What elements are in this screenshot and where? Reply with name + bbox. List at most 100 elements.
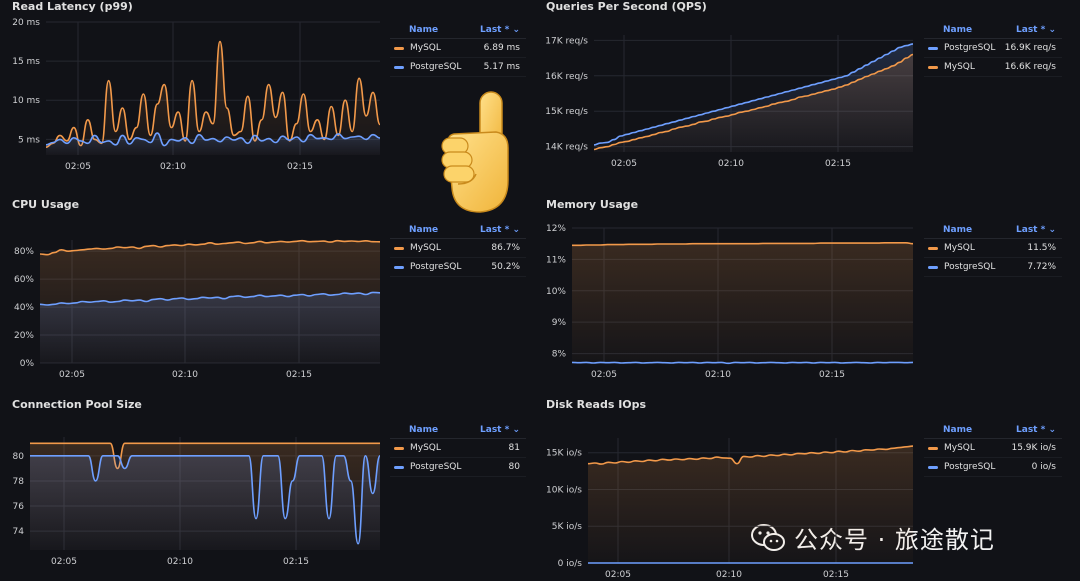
y-tick-label: 78 bbox=[13, 477, 25, 487]
y-tick-label: 10K io/s bbox=[546, 485, 582, 495]
x-tick-label: 02:10 bbox=[172, 370, 198, 380]
legend-row-mysql[interactable]: MySQL 16.6K req/s bbox=[924, 58, 1062, 77]
legend-header[interactable]: Name Last * ⌄ bbox=[924, 222, 1062, 239]
panel-title: Disk Reads IOps bbox=[546, 398, 647, 411]
legend-row-mysql[interactable]: MySQL 6.89 ms bbox=[390, 39, 526, 58]
legend-series-name: MySQL bbox=[410, 43, 441, 53]
x-tick-label: 02:10 bbox=[705, 370, 731, 380]
legend-header[interactable]: Name Last * ⌄ bbox=[924, 22, 1062, 39]
x-tick-label: 02:15 bbox=[287, 162, 313, 172]
x-tick-label: 02:10 bbox=[167, 557, 193, 567]
legend-series-name: MySQL bbox=[944, 62, 975, 72]
legend: Name Last * ⌄ MySQL 11.5% PostgreSQL 7.72% bbox=[924, 222, 1062, 277]
legend-swatch bbox=[394, 446, 404, 450]
x-tick-label: 02:15 bbox=[825, 159, 851, 169]
legend-header-last[interactable]: Last * ⌄ bbox=[1016, 225, 1056, 235]
series-line-mysql bbox=[30, 442, 380, 470]
legend-header-last[interactable]: Last * ⌄ bbox=[480, 425, 520, 435]
legend-last-value: 0 io/s bbox=[1031, 462, 1056, 472]
y-tick-label: 15K io/s bbox=[546, 449, 582, 459]
x-tick-label: 02:05 bbox=[65, 162, 91, 172]
legend-header[interactable]: Name Last * ⌄ bbox=[390, 22, 526, 39]
y-tick-label: 15K req/s bbox=[545, 107, 588, 117]
y-tick-label: 5K io/s bbox=[552, 522, 583, 532]
x-tick-label: 02:10 bbox=[718, 159, 744, 169]
y-tick-label: 80% bbox=[14, 247, 34, 257]
legend-row-mysql[interactable]: MySQL 81 bbox=[390, 439, 526, 458]
legend-last-value: 7.72% bbox=[1027, 262, 1056, 272]
legend-header-name[interactable]: Name bbox=[943, 225, 973, 235]
x-tick-label: 02:15 bbox=[283, 557, 309, 567]
legend-header-name[interactable]: Name bbox=[943, 25, 973, 35]
y-tick-label: 12% bbox=[546, 224, 566, 234]
y-tick-label: 0% bbox=[20, 359, 35, 369]
series-area-mysql bbox=[572, 242, 913, 363]
legend-header-last[interactable]: Last * ⌄ bbox=[480, 225, 520, 235]
series-line-mysql bbox=[587, 445, 914, 465]
y-tick-label: 8% bbox=[552, 350, 567, 360]
legend-header-name[interactable]: Name bbox=[943, 425, 973, 435]
legend-row-postgresql[interactable]: PostgreSQL 80 bbox=[390, 458, 526, 477]
legend-last-value: 86.7% bbox=[491, 243, 520, 253]
y-tick-label: 76 bbox=[13, 502, 25, 512]
legend-swatch bbox=[928, 46, 938, 50]
series-area-postgresql bbox=[46, 133, 380, 155]
series-line-postgresql bbox=[593, 43, 914, 146]
legend-header[interactable]: Name Last * ⌄ bbox=[390, 222, 526, 239]
legend-series-name: PostgreSQL bbox=[410, 62, 462, 72]
legend-swatch bbox=[928, 246, 938, 250]
y-tick-label: 5 ms bbox=[18, 135, 40, 145]
legend-swatch bbox=[928, 65, 938, 69]
y-tick-label: 80 bbox=[13, 452, 25, 462]
y-tick-label: 60% bbox=[14, 275, 34, 285]
series-line-postgresql bbox=[39, 291, 381, 306]
series-area-mysql bbox=[588, 446, 913, 563]
legend-series-name: PostgreSQL bbox=[944, 262, 996, 272]
y-tick-label: 20 ms bbox=[12, 18, 40, 28]
legend-header[interactable]: Name Last * ⌄ bbox=[390, 422, 526, 439]
legend-header-last[interactable]: Last * ⌄ bbox=[1016, 425, 1056, 435]
y-tick-label: 14K req/s bbox=[545, 143, 588, 153]
y-tick-label: 15 ms bbox=[12, 57, 40, 67]
legend: Name Last * ⌄ MySQL 15.9K io/s PostgreSQL 0 i… bbox=[924, 422, 1062, 477]
series-line-mysql bbox=[593, 53, 914, 151]
legend-header-last[interactable]: Last * ⌄ bbox=[480, 25, 520, 35]
legend-header-name[interactable]: Name bbox=[409, 25, 439, 35]
y-tick-label: 10 ms bbox=[12, 96, 40, 106]
legend-row-postgresql[interactable]: PostgreSQL 0 io/s bbox=[924, 458, 1062, 477]
y-tick-label: 17K req/s bbox=[545, 36, 588, 46]
legend-last-value: 81 bbox=[508, 443, 520, 453]
legend-last-value: 80 bbox=[508, 462, 520, 472]
legend-row-postgresql[interactable]: PostgreSQL 50.2% bbox=[390, 258, 526, 277]
series-area-postgresql bbox=[30, 455, 380, 550]
x-tick-label: 02:15 bbox=[819, 370, 845, 380]
panel-title: CPU Usage bbox=[12, 198, 80, 211]
legend-row-mysql[interactable]: MySQL 86.7% bbox=[390, 239, 526, 258]
legend: Name Last * ⌄ PostgreSQL 16.9K req/s MySQL 16… bbox=[924, 22, 1062, 77]
pointing-up-hand-icon bbox=[441, 91, 509, 213]
legend-series-name: PostgreSQL bbox=[944, 462, 996, 472]
series-line-mysql bbox=[572, 242, 914, 247]
legend-series-name: PostgreSQL bbox=[410, 262, 462, 272]
legend-swatch bbox=[928, 465, 938, 469]
legend-series-name: MySQL bbox=[944, 443, 975, 453]
legend-row-postgresql[interactable]: PostgreSQL 7.72% bbox=[924, 258, 1062, 277]
legend-header-name[interactable]: Name bbox=[409, 225, 439, 235]
legend-swatch bbox=[928, 265, 938, 269]
legend-header-last[interactable]: Last * ⌄ bbox=[1016, 25, 1056, 35]
legend-row-mysql[interactable]: MySQL 11.5% bbox=[924, 239, 1062, 258]
series-area-mysql bbox=[594, 54, 913, 152]
x-tick-label: 02:15 bbox=[286, 370, 312, 380]
y-tick-label: 9% bbox=[552, 318, 567, 328]
legend-row-postgresql[interactable]: PostgreSQL 16.9K req/s bbox=[924, 39, 1062, 58]
y-tick-label: 40% bbox=[14, 303, 34, 313]
legend-row-postgresql[interactable]: PostgreSQL 5.17 ms bbox=[390, 58, 526, 77]
legend: Name Last * ⌄ MySQL 86.7% PostgreSQL 50.2% bbox=[390, 222, 526, 277]
legend-row-mysql[interactable]: MySQL 15.9K io/s bbox=[924, 439, 1062, 458]
legend-header[interactable]: Name Last * ⌄ bbox=[924, 422, 1062, 439]
panel-title: Memory Usage bbox=[546, 198, 639, 211]
legend-header-name[interactable]: Name bbox=[409, 425, 439, 435]
